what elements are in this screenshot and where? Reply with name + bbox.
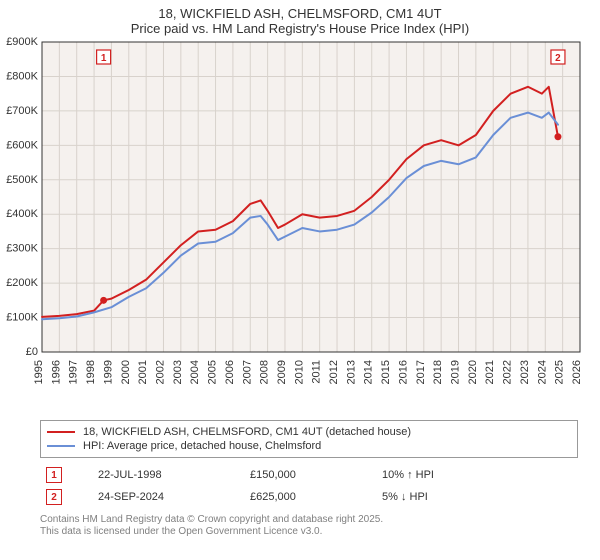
- svg-text:2011: 2011: [311, 360, 323, 384]
- svg-text:2010: 2010: [293, 360, 305, 384]
- svg-text:£300K: £300K: [6, 243, 38, 255]
- svg-text:1999: 1999: [102, 360, 114, 384]
- svg-text:2026: 2026: [571, 360, 583, 384]
- event-delta: 5% ↓ HPI: [376, 486, 578, 508]
- event-price: £625,000: [244, 486, 376, 508]
- title-line-2: Price paid vs. HM Land Registry's House …: [0, 21, 600, 36]
- svg-text:2019: 2019: [450, 360, 462, 384]
- svg-text:1998: 1998: [85, 360, 97, 384]
- svg-text:2017: 2017: [415, 360, 427, 384]
- line-chart-svg: £0 £100K £200K £300K £400K £500K £600K £700K £80…: [0, 36, 600, 416]
- legend-label: 18, WICKFIELD ASH, CHELMSFORD, CM1 4UT (…: [83, 426, 411, 438]
- legend: 18, WICKFIELD ASH, CHELMSFORD, CM1 4UT (…: [40, 420, 578, 458]
- svg-text:2014: 2014: [363, 360, 375, 384]
- svg-text:£900K: £900K: [6, 36, 38, 48]
- svg-text:2005: 2005: [207, 360, 219, 384]
- legend-label: HPI: Average price, detached house, Chel…: [83, 440, 321, 452]
- svg-text:2018: 2018: [432, 360, 444, 384]
- svg-text:2003: 2003: [172, 360, 184, 384]
- event-marker: 2: [46, 489, 62, 505]
- svg-text:£400K: £400K: [6, 208, 38, 220]
- legend-item: 18, WICKFIELD ASH, CHELMSFORD, CM1 4UT (…: [47, 425, 571, 439]
- event-row: 2 24-SEP-2024£625,0005% ↓ HPI: [40, 486, 578, 508]
- legend-swatch: [47, 445, 75, 447]
- svg-text:£800K: £800K: [6, 70, 38, 82]
- svg-text:2004: 2004: [189, 360, 201, 384]
- svg-text:2015: 2015: [380, 360, 392, 384]
- event-table: 1 22-JUL-1998£150,00010% ↑ HPI 2 24-SEP-202…: [40, 464, 578, 508]
- legend-swatch: [47, 431, 75, 433]
- event-marker: 1: [46, 467, 62, 483]
- svg-text:2020: 2020: [467, 360, 479, 384]
- license-line-2: This data is licensed under the Open Gov…: [40, 526, 578, 538]
- svg-text:1: 1: [101, 53, 107, 64]
- svg-text:1996: 1996: [50, 360, 62, 384]
- event-date: 22-JUL-1998: [92, 464, 244, 486]
- svg-text:2008: 2008: [259, 360, 271, 384]
- svg-text:2025: 2025: [554, 360, 566, 384]
- event-row: 1 22-JUL-1998£150,00010% ↑ HPI: [40, 464, 578, 486]
- svg-text:2024: 2024: [536, 360, 548, 384]
- title-line-1: 18, WICKFIELD ASH, CHELMSFORD, CM1 4UT: [0, 6, 600, 21]
- svg-text:2: 2: [555, 53, 561, 64]
- svg-text:2023: 2023: [519, 360, 531, 384]
- svg-text:1995: 1995: [33, 360, 45, 384]
- chart-area: £0 £100K £200K £300K £400K £500K £600K £700K £80…: [0, 36, 600, 416]
- svg-text:2001: 2001: [137, 360, 149, 384]
- svg-text:2016: 2016: [397, 360, 409, 384]
- svg-text:1997: 1997: [68, 360, 80, 384]
- svg-text:2012: 2012: [328, 360, 340, 384]
- svg-text:£700K: £700K: [6, 105, 38, 117]
- svg-text:2007: 2007: [241, 360, 253, 384]
- svg-text:2002: 2002: [154, 360, 166, 384]
- svg-text:2022: 2022: [502, 360, 514, 384]
- svg-text:2009: 2009: [276, 360, 288, 384]
- license-text: Contains HM Land Registry data © Crown c…: [40, 514, 578, 538]
- license-line-1: Contains HM Land Registry data © Crown c…: [40, 514, 578, 526]
- svg-text:2013: 2013: [345, 360, 357, 384]
- event-date: 24-SEP-2024: [92, 486, 244, 508]
- svg-text:£0: £0: [26, 346, 38, 358]
- svg-text:£100K: £100K: [6, 312, 38, 324]
- svg-text:£600K: £600K: [6, 139, 38, 151]
- event-price: £150,000: [244, 464, 376, 486]
- svg-text:2021: 2021: [484, 360, 496, 384]
- svg-text:£500K: £500K: [6, 174, 38, 186]
- legend-item: HPI: Average price, detached house, Chel…: [47, 439, 571, 453]
- svg-text:£200K: £200K: [6, 277, 38, 289]
- chart-title-block: 18, WICKFIELD ASH, CHELMSFORD, CM1 4UT P…: [0, 0, 600, 36]
- svg-text:2000: 2000: [120, 360, 132, 384]
- event-delta: 10% ↑ HPI: [376, 464, 578, 486]
- svg-text:2006: 2006: [224, 360, 236, 384]
